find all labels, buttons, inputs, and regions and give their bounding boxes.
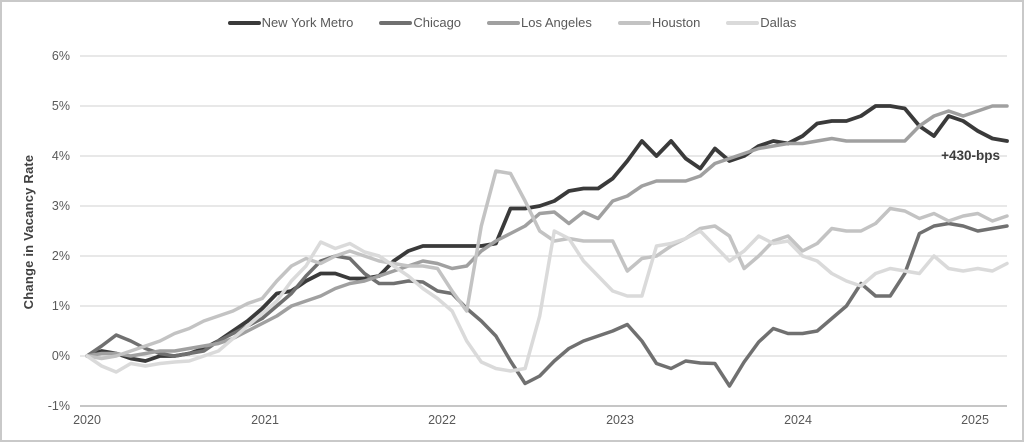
x-tick-label: 2020 — [73, 413, 101, 427]
y-tick-label: 0% — [51, 349, 70, 363]
series-line-chicago — [85, 221, 1009, 388]
x-tick-label: 2025 — [961, 413, 989, 427]
line-swatch-icon — [726, 20, 760, 25]
y-tick-label: 1% — [51, 299, 70, 313]
ny-metro-end-value-annotation: +430-bps — [941, 148, 1000, 163]
y-tick-label: -1% — [47, 399, 70, 413]
legend-item-chicago: Chicago — [379, 15, 461, 30]
x-tick-label: 2022 — [428, 413, 456, 427]
legend-label: New York Metro — [261, 15, 354, 30]
line-swatch-icon — [487, 20, 521, 25]
y-tick-label: 5% — [51, 99, 70, 113]
line-swatch-icon — [227, 20, 261, 25]
series-line-los-angeles — [85, 104, 1009, 358]
x-tick-label: 2024 — [784, 413, 812, 427]
y-tick-label: 3% — [51, 199, 70, 213]
y-tick-label: 4% — [51, 149, 70, 163]
legend-label: Houston — [651, 15, 701, 30]
legend-label: Los Angeles — [521, 15, 592, 30]
legend-item-los-angeles: Los Angeles — [487, 15, 592, 30]
legend-label: Chicago — [413, 15, 462, 30]
x-tick-label: 2023 — [606, 413, 634, 427]
chart-legend: New York Metro Chicago Los Angeles Houst… — [2, 15, 1022, 30]
legend-label: Dallas — [760, 15, 797, 30]
y-tick-label: 6% — [51, 49, 70, 63]
series-line-dallas — [85, 229, 1009, 374]
x-tick-label: 2021 — [251, 413, 279, 427]
legend-item-dallas: Dallas — [726, 15, 796, 30]
legend-item-houston: Houston — [617, 15, 701, 30]
series-line-new-york-metro — [85, 104, 1009, 363]
y-tick-label: 2% — [51, 249, 70, 263]
line-swatch-icon — [617, 20, 651, 25]
legend-item-new-york-metro: New York Metro — [227, 15, 354, 30]
line-swatch-icon — [379, 20, 413, 25]
series-line-houston — [85, 169, 1009, 361]
